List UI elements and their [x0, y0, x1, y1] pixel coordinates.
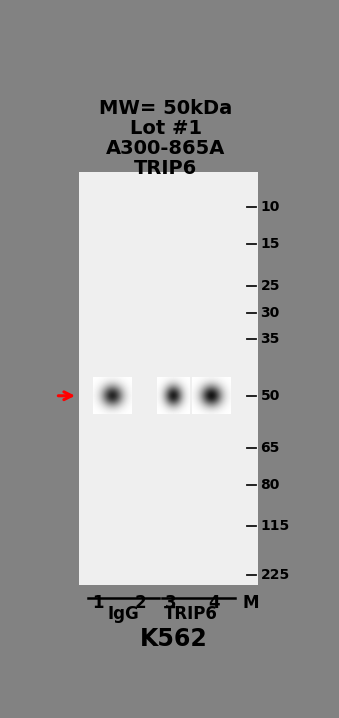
Text: 80: 80 [260, 478, 280, 493]
Text: 35: 35 [260, 332, 280, 346]
Text: 225: 225 [260, 569, 290, 582]
Text: MW= 50kDa: MW= 50kDa [99, 99, 233, 118]
Text: Lot #1: Lot #1 [130, 119, 202, 139]
Text: A300-865A: A300-865A [106, 139, 225, 158]
Text: 1: 1 [92, 594, 103, 612]
Text: 15: 15 [260, 237, 280, 251]
Text: K562: K562 [140, 627, 207, 651]
Text: TRIP6: TRIP6 [134, 159, 198, 178]
Text: 2: 2 [135, 594, 147, 612]
Text: TRIP6: TRIP6 [164, 605, 218, 623]
Text: 65: 65 [260, 442, 280, 455]
Text: 115: 115 [260, 518, 290, 533]
Text: 3: 3 [165, 594, 177, 612]
Text: 10: 10 [260, 200, 280, 214]
Text: IgG: IgG [108, 605, 140, 623]
Text: 50: 50 [260, 388, 280, 403]
Text: 25: 25 [260, 279, 280, 293]
Bar [79, 172, 258, 585]
Text: M: M [243, 594, 259, 612]
Text: 30: 30 [260, 306, 280, 320]
Text: 4: 4 [208, 594, 220, 612]
